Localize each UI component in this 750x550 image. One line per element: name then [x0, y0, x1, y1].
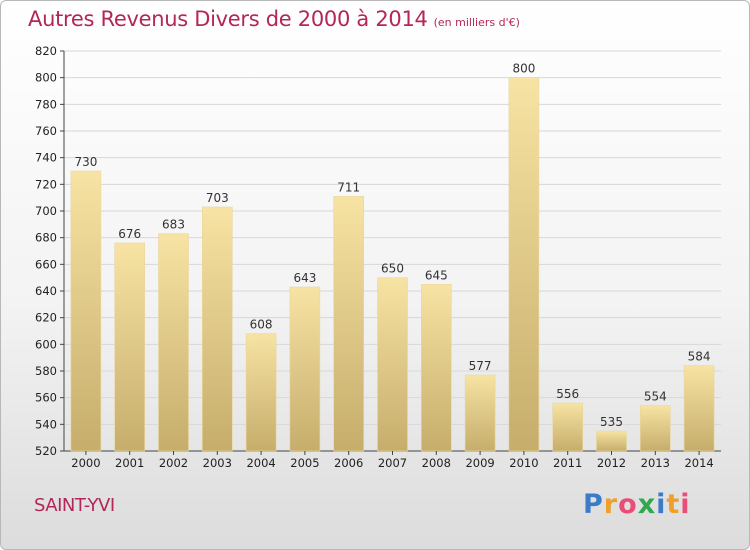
x-tick-label: 2013 [641, 456, 670, 470]
y-tick-label: 520 [35, 444, 57, 458]
y-tick-label: 700 [35, 204, 57, 218]
title-text: Autres Revenus Divers de 2000 à 2014 [28, 7, 428, 31]
bar [377, 277, 408, 452]
bar [114, 242, 145, 452]
data-label: 683 [162, 218, 185, 232]
y-tick-label: 780 [35, 97, 57, 111]
y-tick-label: 680 [35, 231, 57, 245]
bar [639, 405, 671, 452]
logo-letter: o [618, 489, 638, 520]
logo-letter: t [666, 489, 681, 520]
y-tick-label: 740 [35, 151, 57, 165]
x-tick-label: 2004 [246, 456, 275, 470]
bar [289, 286, 321, 452]
y-tick-label: 820 [35, 44, 57, 58]
x-tick-label: 2009 [465, 456, 494, 470]
y-tick-label: 580 [35, 364, 57, 378]
x-tick-label: 2003 [203, 456, 232, 470]
data-label: 556 [556, 387, 579, 401]
title-unit: (en milliers d'€) [433, 16, 520, 29]
data-label: 535 [600, 415, 623, 429]
bar [683, 365, 715, 452]
x-tick-label: 2007 [378, 456, 407, 470]
x-tick-label: 2002 [159, 456, 188, 470]
bar [158, 233, 189, 452]
data-label: 730 [74, 155, 97, 169]
y-tick-label: 620 [35, 311, 57, 325]
data-label: 650 [381, 262, 404, 276]
data-label: 703 [206, 191, 229, 205]
bar [464, 374, 496, 452]
x-tick-label: 2012 [597, 456, 626, 470]
y-tick-label: 640 [35, 284, 57, 298]
data-label: 608 [250, 318, 273, 332]
x-tick-label: 2006 [334, 456, 363, 470]
y-tick-label: 800 [35, 71, 57, 85]
data-label: 800 [512, 62, 535, 76]
data-label: 584 [688, 350, 711, 364]
x-tick-label: 2005 [290, 456, 319, 470]
logo-letter: x [637, 489, 657, 520]
bar [333, 196, 365, 452]
bar [508, 77, 540, 452]
data-label: 711 [337, 180, 360, 194]
data-label: 643 [293, 271, 316, 285]
y-tick-label: 660 [35, 257, 57, 271]
x-tick-label: 2001 [115, 456, 144, 470]
x-tick-label: 2011 [553, 456, 582, 470]
chart-title: Autres Revenus Divers de 2000 à 2014 (en … [28, 7, 520, 31]
proxiti-logo: Proxiti [583, 489, 691, 520]
bar [596, 430, 627, 452]
x-tick-label: 2000 [71, 456, 100, 470]
x-tick-label: 2014 [684, 456, 713, 470]
bar [245, 333, 277, 452]
commune-name: SAINT-YVI [34, 495, 115, 516]
data-label: 554 [644, 390, 667, 404]
y-tick-label: 720 [35, 177, 57, 191]
y-tick-label: 540 [35, 417, 57, 431]
bar [552, 402, 584, 452]
x-tick-label: 2008 [422, 456, 451, 470]
logo-letter: r [603, 489, 619, 520]
x-tick-label: 2010 [509, 456, 538, 470]
y-tick-label: 600 [35, 337, 57, 351]
bar [202, 206, 233, 452]
data-label: 645 [425, 268, 448, 282]
logo-letter: i [656, 489, 667, 520]
y-tick-label: 760 [35, 124, 57, 138]
data-label: 577 [469, 359, 492, 373]
bar [420, 284, 452, 452]
logo-letter: i [680, 489, 691, 520]
logo-letter: P [583, 489, 604, 520]
data-label: 676 [118, 227, 141, 241]
y-tick-label: 560 [35, 391, 57, 405]
bar [70, 170, 102, 452]
